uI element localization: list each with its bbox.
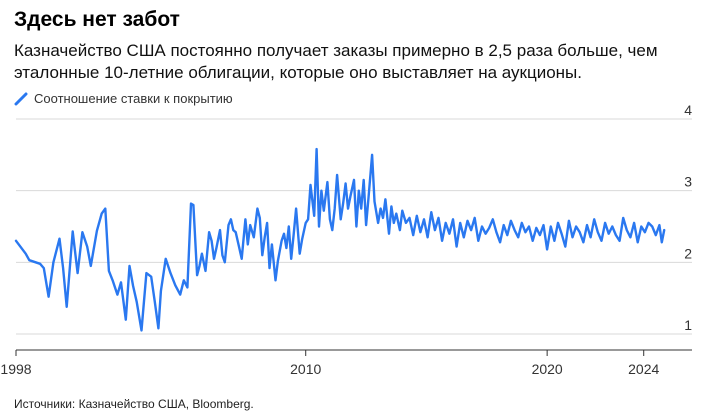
y-tick-label-4: 4 — [684, 102, 692, 118]
x-tick-label-2024: 2024 — [628, 361, 659, 377]
x-tick-label-2010: 2010 — [290, 361, 321, 377]
chart-title: Здесь нет забот — [14, 8, 180, 31]
x-tick-label-1998: 1998 — [0, 361, 31, 377]
y-tick-label-2: 2 — [684, 245, 692, 261]
legend-line-icon — [14, 92, 28, 105]
series-layer — [14, 147, 666, 332]
x-axis-tick-labels: 1998 2010 2020 2024 — [0, 361, 659, 377]
y-tick-label-3: 3 — [684, 174, 692, 190]
x-tick-label-2020: 2020 — [532, 361, 563, 377]
y-axis-tick-labels: 1 2 3 4 — [684, 102, 692, 333]
chart-subtitle: Казначейство США постоянно получает зака… — [14, 41, 658, 82]
grid-lines — [16, 118, 692, 335]
source-note: Источники: Казначейство США, Bloomberg. — [14, 397, 254, 411]
series-line-0 — [14, 147, 666, 332]
x-axis — [15, 349, 692, 356]
y-tick-label-1: 1 — [684, 317, 692, 333]
legend-label: Соотношение ставки к покрытию — [34, 91, 233, 106]
legend: Соотношение ставки к покрытию — [14, 91, 233, 106]
